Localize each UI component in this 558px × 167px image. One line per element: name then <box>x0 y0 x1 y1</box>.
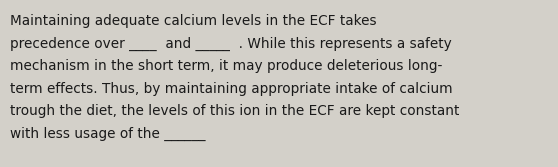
Text: trough the diet, the levels of this ion in the ECF are kept constant: trough the diet, the levels of this ion … <box>10 104 459 118</box>
Text: mechanism in the short term, it may produce deleterious long-: mechanism in the short term, it may prod… <box>10 59 442 73</box>
Text: Maintaining adequate calcium levels in the ECF takes: Maintaining adequate calcium levels in t… <box>10 14 377 28</box>
Text: precedence over ____  and _____  . While this represents a safety: precedence over ____ and _____ . While t… <box>10 37 452 51</box>
Text: term effects. Thus, by maintaining appropriate intake of calcium: term effects. Thus, by maintaining appro… <box>10 81 453 96</box>
Text: with less usage of the ______: with less usage of the ______ <box>10 126 205 141</box>
